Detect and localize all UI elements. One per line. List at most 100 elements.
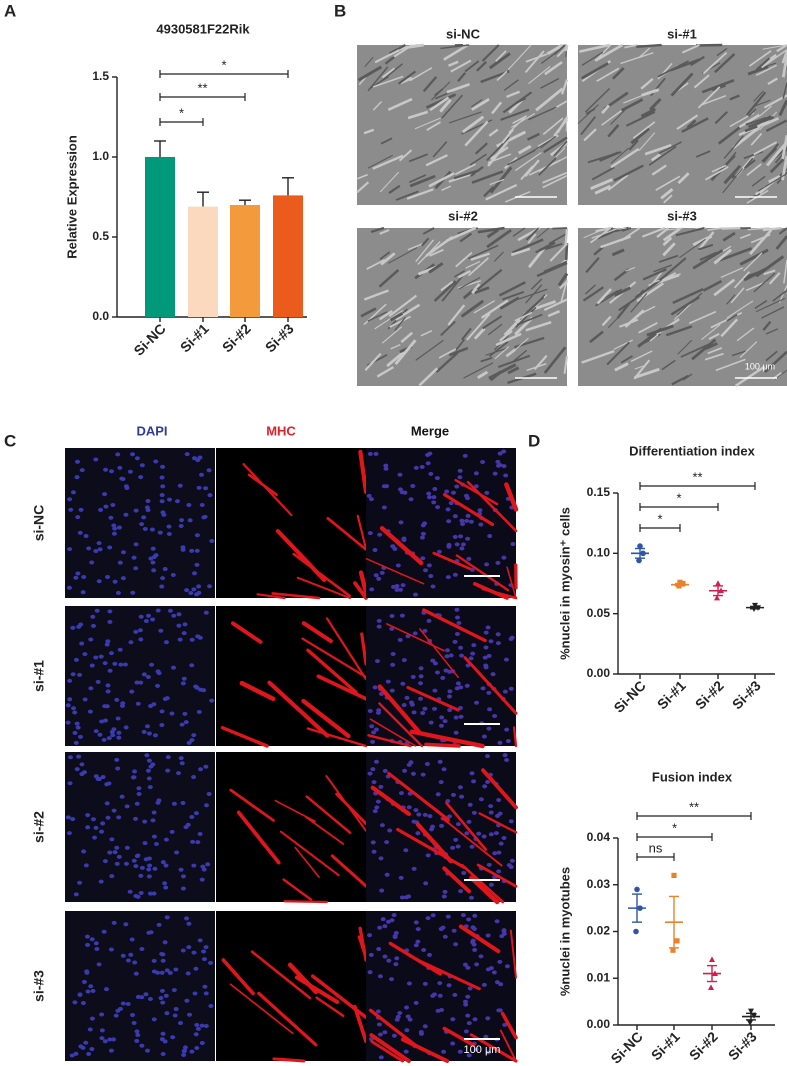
texture [753,272,776,293]
nucleus [485,1016,491,1021]
nucleus [101,737,107,742]
nucleus [179,761,185,766]
texture [528,65,551,85]
nucleus [111,808,117,813]
texture [408,153,429,163]
nucleus [423,881,429,886]
data-point [752,602,758,609]
nucleus [495,560,501,565]
significance-label: * [221,57,226,72]
nucleus [138,680,144,685]
significance-bracket [639,524,681,532]
nucleus [115,1008,121,1013]
image-label: si-#2 [448,208,478,223]
texture [376,366,394,378]
nucleus [77,992,83,997]
myotube [369,718,417,747]
data-point [634,886,640,893]
nucleus [158,628,164,633]
texture [543,260,568,272]
myotube [500,1011,518,1040]
nucleus [107,850,113,855]
texture [714,53,736,74]
nucleus [430,584,436,589]
texture [701,324,721,341]
nucleus [377,925,383,930]
chart-title: 4930581F22Rik [156,21,250,36]
data-point [637,543,643,549]
texture [450,59,472,73]
nucleus [377,532,383,537]
nucleus [73,740,79,745]
nucleus [468,895,474,900]
nucleus [108,515,114,520]
texture [434,88,444,97]
nucleus [135,994,141,999]
texture [439,98,452,113]
texture [702,51,728,75]
myotube [442,493,495,527]
nucleus [367,970,373,975]
nucleus [199,502,205,507]
nucleus [67,697,73,702]
myotube [378,702,424,748]
texture [374,49,400,64]
myotube [360,632,368,666]
texture [630,293,648,313]
nucleus [67,781,73,786]
texture [512,227,526,237]
myotube [292,552,351,598]
nucleus [495,632,501,637]
nucleus [455,615,461,620]
texture [652,273,681,284]
nucleus [122,662,128,667]
texture [474,286,490,295]
myotube [377,684,421,734]
nucleus [191,571,197,576]
texture [638,47,651,59]
nucleus [138,890,144,895]
texture [726,300,754,319]
nucleus [199,1040,205,1045]
nucleus [149,662,155,667]
nucleus [497,811,503,816]
texture [716,47,728,57]
myotube [256,593,286,600]
texture [557,272,569,287]
texture [489,370,502,382]
column-header: MHC [266,423,296,438]
nucleus [90,988,96,993]
row-label: si-#3 [31,970,47,1002]
texture [447,304,466,326]
texture [599,151,619,162]
nucleus [155,683,161,688]
nucleus [144,724,150,729]
nucleus [387,828,393,833]
texture [650,153,662,162]
texture [473,300,496,314]
x-tick-label: Si-#3 [725,1028,760,1063]
myotube [406,685,460,712]
nucleus [186,503,192,508]
nucleus [184,452,190,457]
texture [390,344,401,350]
texture [772,289,787,302]
nucleus [73,892,79,897]
nucleus [180,874,186,879]
myotube [424,742,461,748]
myotube [236,810,281,865]
texture [471,283,481,295]
nucleus [73,575,79,580]
nucleus [446,983,452,988]
nucleus [131,858,137,863]
x-tick-label: Si-NC [130,320,168,358]
texture [710,154,736,182]
nucleus [418,1030,424,1035]
nucleus [389,626,395,631]
texture [584,87,611,113]
texture [469,153,487,166]
nucleus [67,678,73,683]
texture [686,119,697,129]
nucleus [81,574,87,579]
